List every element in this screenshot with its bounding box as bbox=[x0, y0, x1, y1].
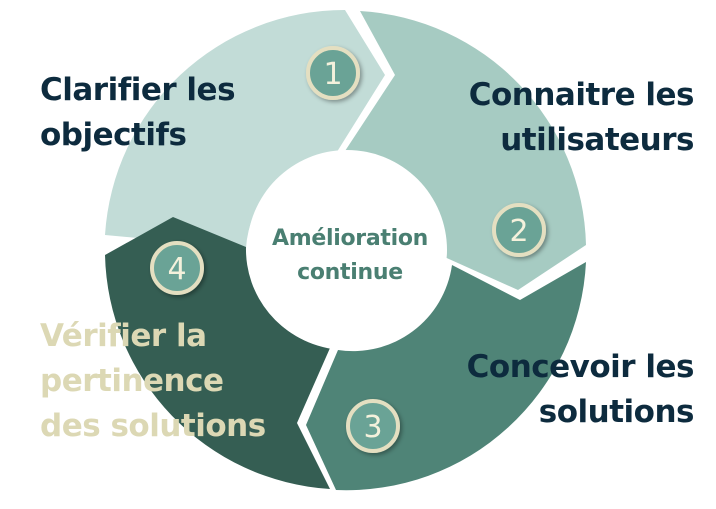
step-3-number: 3 bbox=[363, 410, 382, 445]
step-1-label: Clarifier les objectifs bbox=[40, 68, 236, 158]
step-3-label: Concevoir les solutions bbox=[466, 345, 695, 435]
step-3-badge bbox=[346, 399, 400, 453]
center-circle bbox=[247, 150, 447, 350]
step-3-label-line-2: solutions bbox=[538, 394, 695, 430]
step-4-label: Vérifier la pertinence des solutions bbox=[40, 314, 266, 449]
step-1-label-line-2: objectifs bbox=[40, 117, 187, 153]
center-label-line-2: continue bbox=[297, 260, 403, 285]
step-2-number: 2 bbox=[509, 214, 528, 249]
step-4-badge bbox=[150, 241, 204, 295]
step-4-label-line-3: des solutions bbox=[40, 408, 266, 444]
step-4-label-line-2: pertinence bbox=[40, 363, 224, 399]
step-1-number: 1 bbox=[323, 57, 342, 92]
step-4-label-line-1: Vérifier la bbox=[40, 318, 207, 354]
step-2-label-line-2: utilisateurs bbox=[500, 122, 694, 158]
step-2-label: Connaitre les utilisateurs bbox=[468, 73, 695, 163]
step-2-badge bbox=[492, 203, 546, 257]
step-2-label-line-1: Connaitre les bbox=[468, 77, 695, 113]
center-label-line-1: Amélioration bbox=[272, 226, 428, 251]
step-3-label-line-1: Concevoir les bbox=[466, 349, 695, 385]
step-1-label-line-1: Clarifier les bbox=[40, 72, 236, 108]
center-label: Amélioration continue bbox=[250, 222, 450, 290]
step-1-badge bbox=[306, 46, 360, 100]
step-4-number: 4 bbox=[167, 252, 186, 287]
